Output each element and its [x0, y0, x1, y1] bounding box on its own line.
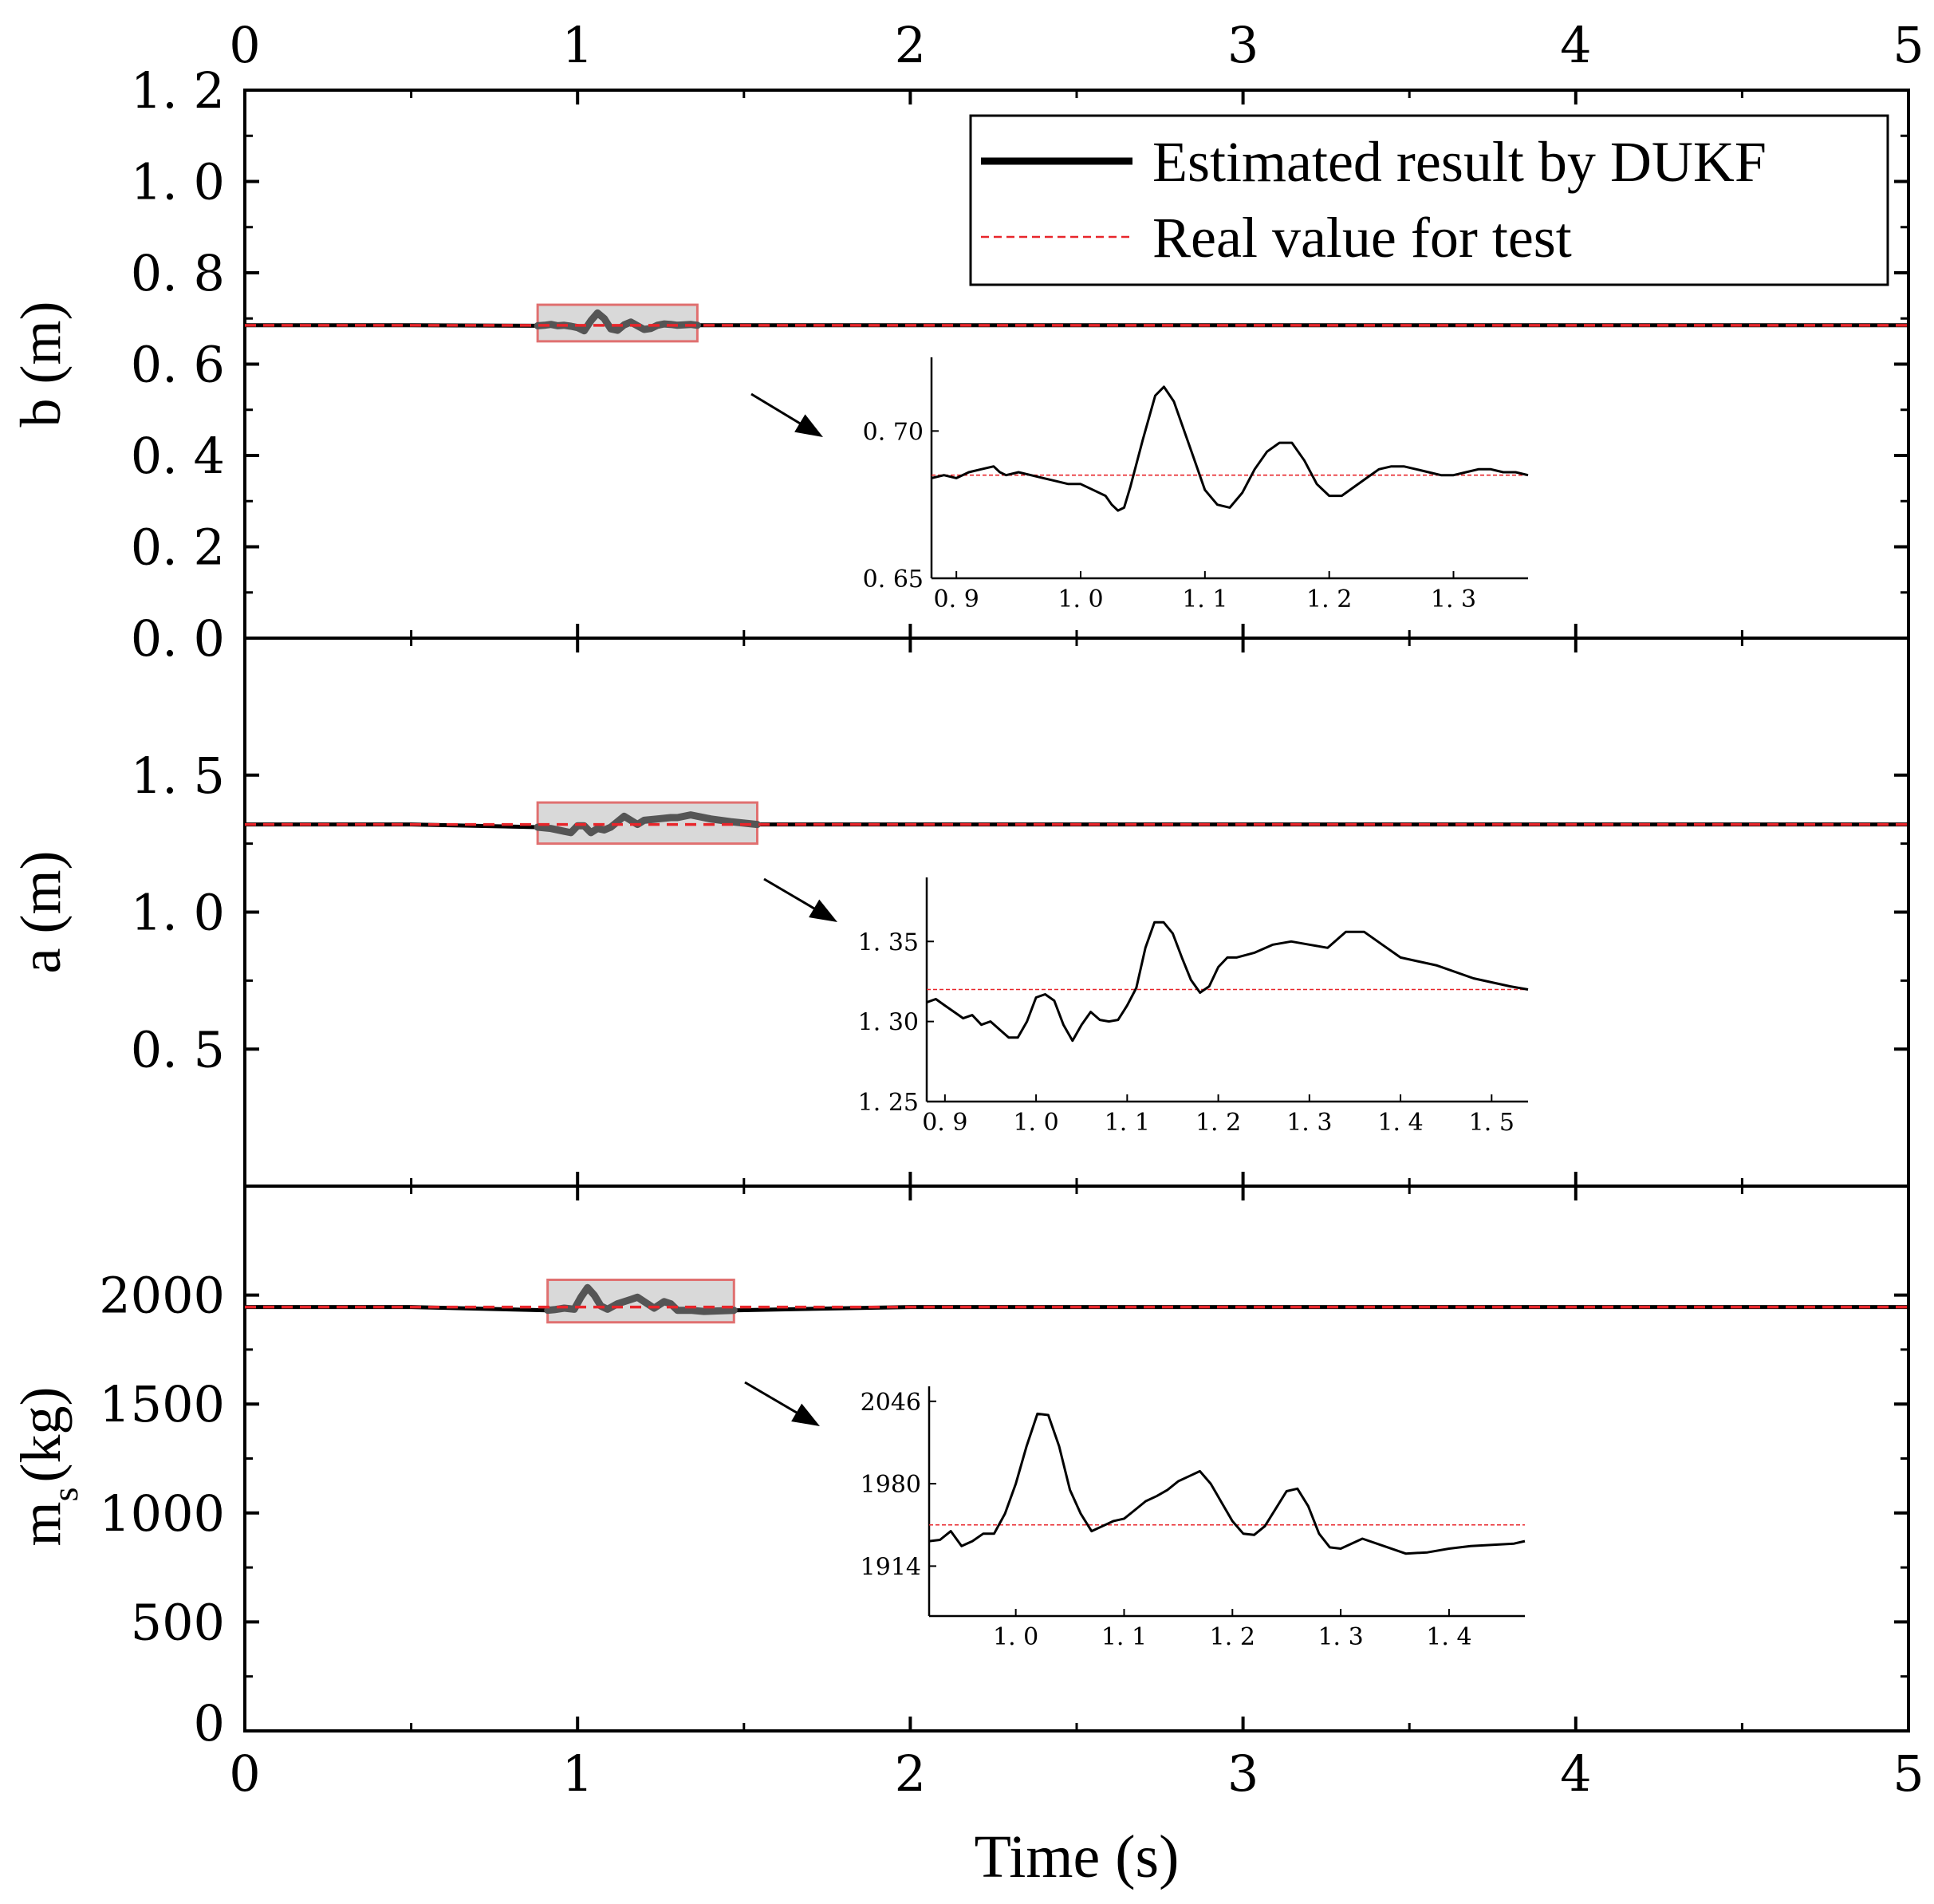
x-tick-label-top: 1: [561, 16, 593, 74]
y-tick-label: 1. 2: [131, 61, 225, 120]
y-tick-label: 1. 5: [131, 747, 225, 805]
inset-estimate-line: [928, 1412, 1526, 1555]
inset-x-tick-label: 1. 1: [1182, 585, 1227, 613]
zoomed-trace-a: [534, 811, 761, 837]
y-tick-label: 0. 2: [131, 518, 225, 577]
inset-x-tick-label: 1. 2: [1210, 1623, 1255, 1651]
estimate-line-b: [245, 310, 1908, 333]
inset-a: 0. 9 1. 0 1. 1 1. 2 1. 3 1. 4 1. 5 1. 25 1. 30 1.…: [858, 877, 1529, 1137]
inset-estimate-line: [926, 920, 1529, 1043]
inset-y-tick-label: 1914: [861, 1553, 921, 1581]
legend-box: [969, 114, 1889, 286]
x-tick-label-bottom: 2: [895, 1744, 926, 1803]
legend-label-real: Real value for test: [1152, 206, 1572, 270]
inset-y-tick-label: 1980: [861, 1471, 921, 1499]
inset-y-tick-label: 1. 30: [858, 1009, 919, 1037]
y-tick-label: 0: [194, 1694, 225, 1752]
x-tick-label-top: 2: [895, 16, 926, 74]
x-tick-label-bottom: 3: [1227, 1744, 1258, 1803]
inset-x-tick-label: 0. 9: [934, 585, 979, 613]
inset-x-tick-label: 1. 5: [1469, 1109, 1515, 1137]
inset-y-tick-label: 0. 65: [863, 566, 924, 593]
x-tick-label-top: 5: [1893, 16, 1924, 74]
y-tick-label: 500: [131, 1593, 225, 1651]
inset-x-tick-label: 1. 0: [1058, 585, 1103, 613]
inset-x-tick-label: 1. 1: [1101, 1623, 1147, 1651]
arrow-head: [809, 899, 837, 922]
y-tick-label: 2000: [99, 1267, 225, 1325]
y-axis-title-b: b (m): [9, 302, 73, 428]
y-axis-title-a: a (m): [9, 851, 73, 974]
x-tick-label-bottom: 1: [561, 1744, 593, 1803]
x-tick-label-top: 4: [1560, 16, 1591, 74]
inset-x-tick-label: 1. 0: [993, 1623, 1038, 1651]
inset-x-tick-label: 0. 9: [922, 1109, 967, 1137]
inset-b: 0. 9 1. 0 1. 1 1. 2 1. 3 0. 65 0. 70: [863, 357, 1529, 613]
y-tick-label: 1500: [99, 1375, 225, 1433]
inset-estimate-line: [931, 385, 1529, 512]
y-tick-label: 0. 5: [131, 1020, 225, 1078]
inset-y-tick-label: 1. 25: [858, 1089, 919, 1117]
x-axis-title: Time (s): [975, 1823, 1180, 1890]
y-tick-label: 1000: [99, 1484, 225, 1543]
inset-x-tick-label: 1. 2: [1306, 585, 1352, 613]
x-tick-label-bottom: 4: [1560, 1744, 1591, 1803]
y-tick-label: 0. 6: [131, 336, 225, 394]
arrow-head: [794, 414, 823, 437]
panel-ms-frame: [243, 1185, 1910, 1733]
y-tick-label: 0. 0: [131, 609, 225, 668]
panel-a-frame: [243, 637, 1910, 1188]
legend: Estimated result by DUKF Real value for t…: [969, 114, 1889, 286]
x-tick-label-top: 0: [229, 16, 260, 74]
y-tick-label: 0. 8: [131, 244, 225, 302]
x-tick-label-bottom: 0: [229, 1744, 260, 1803]
panel-a: 0. 5 1. 0 1. 5 a (m) 0. 9 1. 0 1. 1 1. 2 1. 3 1. …: [9, 637, 1910, 1188]
inset-x-tick-label: 1. 0: [1013, 1109, 1058, 1137]
inset-x-tick-label: 1. 3: [1431, 585, 1476, 613]
y-tick-label: 1. 0: [131, 153, 225, 211]
x-tick-label-top: 3: [1227, 16, 1258, 74]
inset-x-tick-label: 1. 4: [1377, 1109, 1423, 1137]
inset-y-tick-label: 0. 70: [863, 418, 924, 446]
panel-b: 0. 0 0. 2 0. 4 0. 6 0. 8 1. 0 1. 2 b (m) 0. 9 1. …: [9, 61, 1910, 668]
inset-x-tick-label: 1. 3: [1318, 1623, 1363, 1651]
inset-x-tick-label: 1. 3: [1286, 1109, 1332, 1137]
inset-y-tick-label: 1. 35: [858, 928, 919, 956]
inset-x-tick-label: 1. 4: [1426, 1623, 1471, 1651]
y-tick-label: 0. 4: [131, 427, 225, 485]
y-tick-label: 1. 0: [131, 884, 225, 942]
inset-y-tick-label: 2046: [861, 1389, 921, 1417]
y-axis-title-ms: ms(kg): [9, 1387, 85, 1547]
legend-label-estimate: Estimated result by DUKF: [1152, 130, 1767, 194]
x-tick-label-bottom: 5: [1893, 1744, 1924, 1803]
inset-x-tick-label: 1. 2: [1195, 1109, 1241, 1137]
inset-x-tick-label: 1. 1: [1105, 1109, 1150, 1137]
arrow-head: [791, 1403, 820, 1426]
inset-ms: 1. 0 1. 1 1. 2 1. 3 1. 4 1914 1980 2046: [861, 1386, 1526, 1651]
